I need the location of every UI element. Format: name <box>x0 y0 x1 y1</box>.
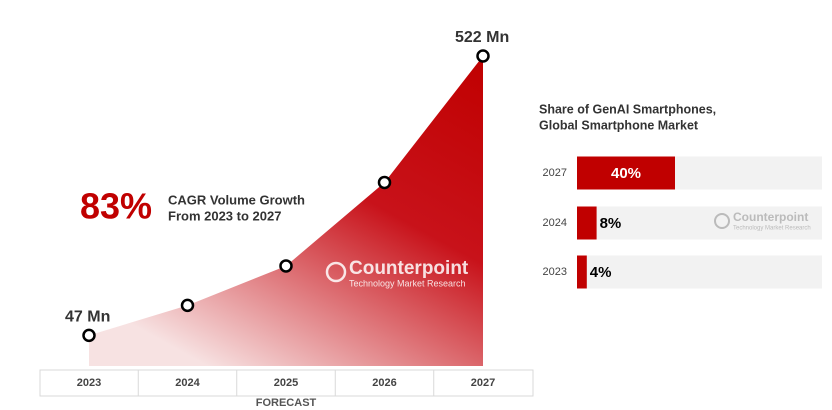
watermark-logo <box>325 261 347 283</box>
watermark-name: Counterpoint <box>733 210 808 224</box>
y-tick-label: 2023 <box>543 266 567 278</box>
y-tick-label: 2027 <box>543 167 567 179</box>
cagr-text: CAGR Volume Growth <box>168 192 305 207</box>
x-tick-label: 2025 <box>274 377 298 389</box>
data-label: 522 Mn <box>455 29 509 46</box>
chart-title: Share of GenAI Smartphones, <box>539 102 716 116</box>
x-tick-label: 2024 <box>175 377 200 389</box>
point <box>476 49 490 63</box>
x-tick-label: 2023 <box>77 377 101 389</box>
data-label: 40% <box>611 165 641 182</box>
data-label: 8% <box>600 215 622 232</box>
x-axis-band <box>39 369 534 397</box>
bar <box>577 156 675 190</box>
watermark-logo <box>714 213 730 229</box>
watermark-tagline: Technology Market Research <box>733 226 811 232</box>
point <box>279 259 293 273</box>
point <box>82 328 96 343</box>
area <box>89 56 483 366</box>
data-label: 47 Mn <box>65 309 110 326</box>
y-tick-label: 2024 <box>543 217 567 229</box>
bar <box>577 206 597 240</box>
point <box>180 298 195 313</box>
x-axis-label: FORECAST <box>256 397 317 409</box>
data-label: 4% <box>590 264 612 281</box>
cagr-text: From 2023 to 2027 <box>168 208 281 223</box>
watermark-tagline: Technology Market Research <box>349 278 466 288</box>
watermark-name: Counterpoint <box>349 258 469 279</box>
axis-box <box>39 369 534 397</box>
x-tick-label: 2027 <box>471 377 495 389</box>
bar <box>577 255 587 289</box>
cagr-value: 83% <box>80 186 152 227</box>
bar-track <box>577 206 822 240</box>
x-tick-label: 2026 <box>372 377 396 389</box>
bar-track <box>577 255 822 289</box>
point <box>377 175 392 190</box>
chart-title: Global Smartphone Market <box>539 118 699 132</box>
